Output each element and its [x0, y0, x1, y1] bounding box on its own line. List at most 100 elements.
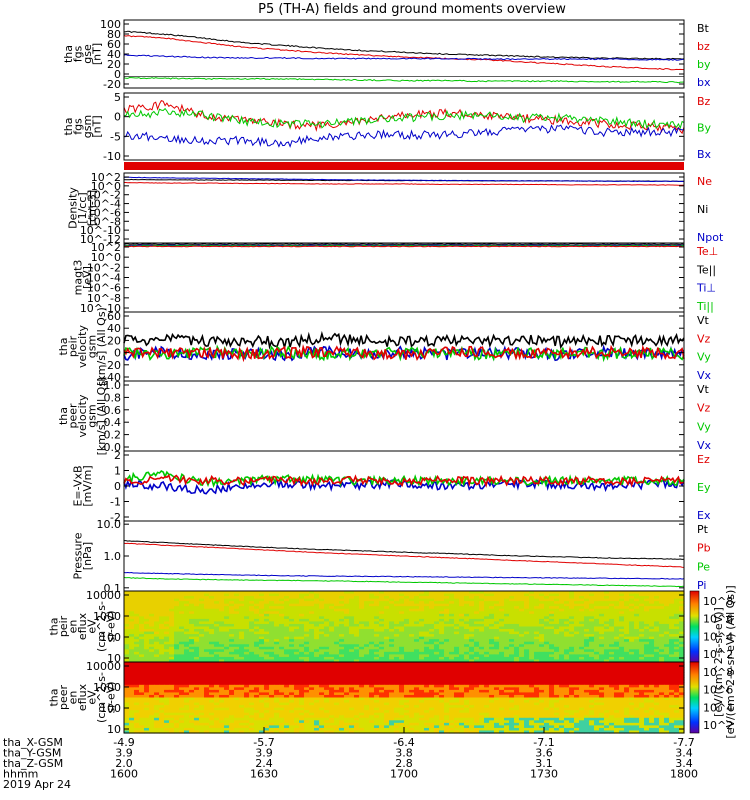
heatmap-cell	[204, 692, 210, 696]
heatmap-cell	[519, 639, 525, 643]
heatmap-cell	[639, 608, 645, 612]
heatmap-cell	[629, 649, 635, 653]
heatmap-cell	[599, 634, 605, 638]
y-axis-label-line: [nT]	[90, 115, 103, 137]
heatmap-cell	[384, 601, 390, 605]
heatmap-cell	[324, 654, 330, 658]
heatmap-cell	[424, 608, 430, 612]
heatmap-cell	[124, 634, 130, 638]
heatmap-cell	[414, 631, 420, 635]
heatmap-cell	[219, 603, 225, 607]
heatmap-cell	[154, 641, 160, 645]
heatmap-cell	[669, 684, 675, 688]
heatmap-cell	[469, 639, 475, 643]
heatmap-cell	[184, 684, 190, 688]
heatmap-cell	[384, 679, 390, 683]
heatmap-cell	[489, 651, 495, 655]
heatmap-cell	[679, 684, 685, 688]
heatmap-cell	[204, 601, 210, 605]
heatmap-cell	[659, 687, 665, 691]
heatmap-cell	[364, 613, 370, 617]
heatmap-cell	[144, 598, 150, 602]
heatmap-cell	[154, 623, 160, 628]
heatmap-cell	[619, 667, 625, 671]
heatmap-cell	[154, 677, 160, 681]
heatmap-cell	[199, 621, 205, 625]
heatmap-cell	[579, 598, 585, 602]
heatmap-cell	[264, 606, 270, 610]
heatmap-cell	[184, 659, 190, 663]
heatmap-cell	[579, 672, 585, 676]
heatmap-cell	[489, 593, 495, 597]
heatmap-cell	[219, 649, 225, 653]
heatmap-cell	[384, 621, 390, 625]
heatmap-cell	[234, 631, 240, 635]
heatmap-cell	[679, 674, 685, 678]
heatmap-cell	[559, 603, 565, 607]
heatmap-cell	[554, 694, 560, 699]
heatmap-cell	[549, 634, 555, 638]
heatmap-cell	[199, 669, 205, 673]
heatmap-cell	[304, 606, 310, 610]
heatmap-cell	[124, 694, 130, 699]
heatmap-cell	[419, 616, 425, 620]
heatmap-cell	[569, 618, 575, 623]
heatmap-cell	[604, 689, 610, 694]
heatmap-cell	[669, 631, 675, 635]
heatmap-cell	[164, 692, 170, 696]
heatmap-cell	[254, 689, 260, 694]
heatmap-cell	[549, 596, 555, 600]
heatmap-cell	[334, 596, 340, 600]
heatmap-cell	[539, 667, 545, 671]
heatmap-cell	[264, 613, 270, 617]
heatmap-cell	[254, 623, 260, 628]
heatmap-cell	[604, 659, 610, 663]
heatmap-cell	[429, 682, 435, 686]
heatmap-cell	[179, 651, 185, 655]
heatmap-cell	[579, 603, 585, 607]
heatmap-cell	[634, 649, 640, 653]
heatmap-cell	[564, 591, 570, 595]
heatmap-cell	[239, 631, 245, 635]
heatmap-cell	[494, 656, 500, 661]
heatmap-cell	[159, 684, 165, 688]
heatmap-cell	[309, 613, 315, 617]
heatmap-cell	[364, 682, 370, 686]
heatmap-cell	[284, 621, 290, 625]
heatmap-cell	[574, 644, 580, 648]
heatmap-cell	[519, 611, 525, 615]
heatmap-cell	[394, 634, 400, 638]
heatmap-cell	[139, 623, 145, 628]
heatmap-cell	[354, 621, 360, 625]
heatmap-cell	[139, 692, 145, 696]
heatmap-cell	[144, 682, 150, 686]
heatmap-cell	[169, 616, 175, 620]
heatmap-cell	[659, 682, 665, 686]
heatmap-cell	[444, 646, 450, 650]
legend-Ti||: Ti||	[696, 300, 714, 313]
heatmap-cell	[369, 646, 375, 650]
heatmap-cell	[224, 659, 230, 663]
heatmap-cell	[579, 656, 585, 661]
heatmap-cell	[164, 651, 170, 655]
heatmap-cell	[344, 629, 350, 633]
heatmap-cell	[234, 667, 240, 671]
heatmap-cell	[484, 591, 490, 595]
heatmap-cell	[334, 634, 340, 638]
heatmap-cell	[574, 656, 580, 661]
legend-Ne: Ne	[697, 175, 712, 188]
heatmap-cell	[419, 677, 425, 681]
heatmap-cell	[654, 631, 660, 635]
heatmap-cell	[624, 682, 630, 686]
heatmap-cell	[569, 626, 575, 630]
heatmap-cell	[504, 613, 510, 617]
heatmap-cell	[589, 634, 595, 638]
heatmap-cell	[374, 593, 380, 597]
heatmap-cell	[559, 687, 565, 691]
heatmap-cell	[469, 591, 475, 595]
heatmap-cell	[384, 656, 390, 661]
series-line-Vx	[123, 344, 685, 362]
heatmap-cell	[334, 598, 340, 602]
heatmap-cell	[469, 694, 475, 699]
heatmap-cell	[154, 634, 160, 638]
